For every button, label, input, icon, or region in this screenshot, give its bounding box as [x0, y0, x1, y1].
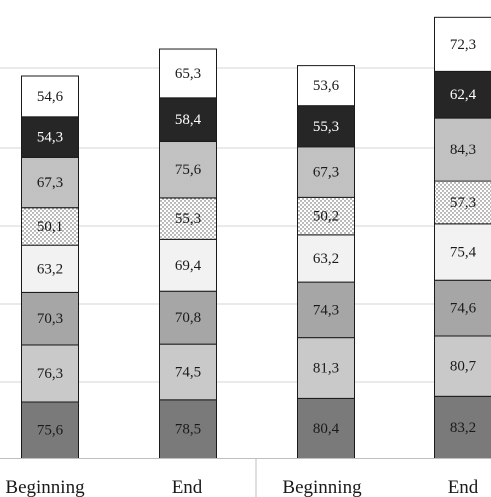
data-label: 74,3	[313, 302, 339, 318]
category-label: Beginning	[5, 477, 85, 497]
bar-segment	[434, 335, 491, 397]
data-label: 57,3	[450, 195, 476, 211]
data-label: 63,2	[37, 261, 63, 277]
bar-segment	[21, 344, 79, 403]
data-label: 67,3	[313, 165, 339, 181]
data-label: 72,3	[450, 37, 476, 53]
bar-segment	[434, 223, 491, 281]
bar-segment	[297, 65, 355, 107]
data-label: 69,4	[175, 258, 202, 274]
data-label: 75,6	[37, 423, 64, 439]
bar-segment	[297, 397, 355, 459]
bar-segment	[159, 197, 217, 240]
bar-segment	[159, 399, 217, 460]
bar-segment	[21, 401, 79, 460]
category-label: End	[172, 477, 203, 497]
data-label: 67,3	[37, 175, 63, 191]
data-label: 76,3	[37, 366, 63, 382]
data-label: 54,3	[37, 130, 63, 146]
data-label: 70,8	[175, 310, 201, 326]
data-label: 53,6	[313, 78, 340, 94]
bar-segment	[21, 116, 79, 158]
data-label: 78,5	[175, 422, 201, 438]
bar-segment	[434, 180, 491, 225]
data-label: 75,6	[175, 162, 202, 178]
bar-segment	[159, 238, 217, 292]
x-axis: Beginning End Beginning End	[0, 458, 491, 497]
data-label: 58,4	[175, 112, 202, 128]
bar-segment	[159, 343, 217, 401]
bar-segment	[434, 279, 491, 337]
bar-segment	[159, 97, 217, 142]
bar-segment	[434, 395, 491, 460]
category-label: End	[448, 477, 479, 497]
bar-segment	[159, 48, 217, 99]
data-label: 74,5	[175, 364, 201, 380]
bar-segment	[434, 16, 491, 72]
data-label: 50,1	[37, 219, 63, 235]
bar-segment	[297, 105, 355, 148]
data-label: 65,3	[175, 66, 201, 82]
data-label: 50,2	[313, 209, 339, 225]
data-label: 63,2	[313, 251, 339, 267]
bar-segment	[297, 196, 355, 236]
data-label: 54,6	[37, 89, 64, 105]
bar-segment	[297, 281, 355, 339]
data-label: 80,7	[450, 359, 477, 375]
data-label: 81,3	[313, 361, 339, 377]
bar-segment	[297, 146, 355, 198]
bar-segment	[297, 337, 355, 399]
data-label: 55,3	[313, 119, 339, 135]
data-label: 62,4	[450, 87, 477, 103]
category-label: Beginning	[282, 477, 362, 497]
bar-segment	[159, 140, 217, 199]
data-label: 55,3	[175, 211, 201, 227]
data-label: 74,6	[450, 301, 477, 317]
data-label: 70,3	[37, 311, 63, 327]
data-label: 84,3	[450, 142, 476, 158]
gridlines	[0, 67, 491, 383]
bar-segment	[297, 234, 355, 283]
bar-segment	[434, 70, 491, 119]
data-label: 75,4	[450, 245, 477, 261]
data-label: 83,2	[450, 420, 476, 436]
data-label: 80,4	[313, 421, 340, 437]
bars-layer: 75,6 76,3 70,3 63,2 50,1 67,3 54,3 54,6 78,5 74,5…	[21, 16, 491, 460]
bar-segment	[21, 75, 79, 118]
